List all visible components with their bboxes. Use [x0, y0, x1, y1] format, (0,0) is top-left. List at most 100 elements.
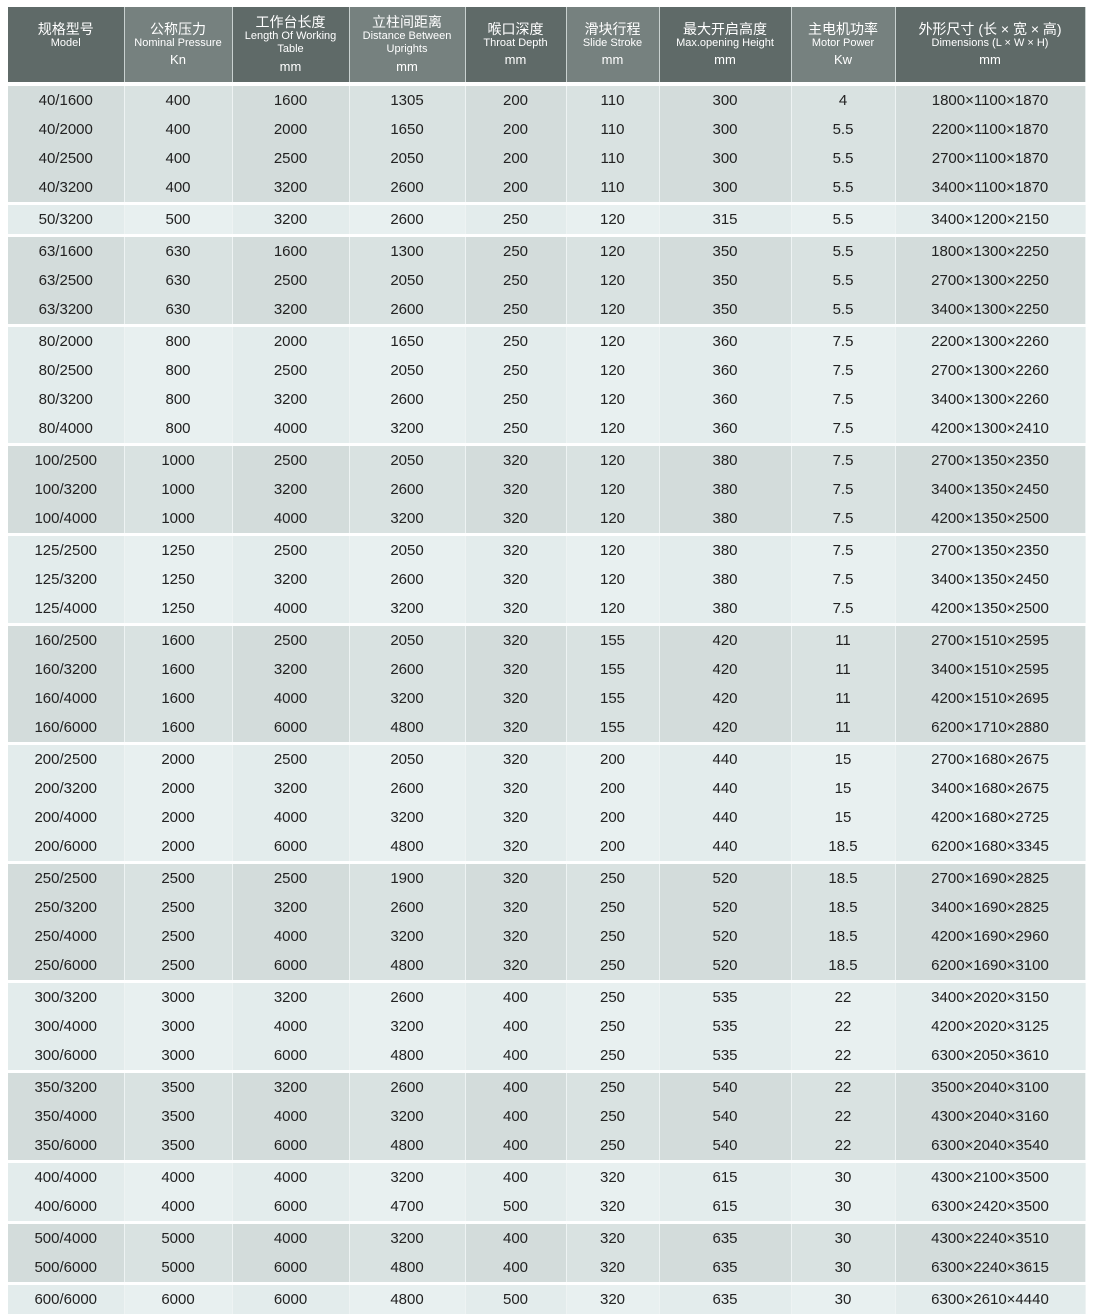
cell-dimensions: 3400×1300×2260: [895, 385, 1085, 414]
cell-motor-power: 30: [791, 1284, 895, 1314]
cell-model: 300/6000: [8, 1041, 124, 1072]
cell-nominal-pressure: 6000: [124, 1284, 232, 1314]
cell-slide-stroke: 120: [566, 414, 659, 445]
cell-slide-stroke: 250: [566, 922, 659, 951]
cell-slide-stroke: 110: [566, 115, 659, 144]
cell-model: 125/4000: [8, 594, 124, 625]
cell-working-table-length: 3200: [232, 385, 349, 414]
cell-slide-stroke: 250: [566, 1041, 659, 1072]
cell-dimensions: 6200×1690×3100: [895, 951, 1085, 982]
cell-dimensions: 3400×1300×2250: [895, 295, 1085, 326]
cell-throat-depth: 320: [465, 594, 566, 625]
cell-nominal-pressure: 2500: [124, 893, 232, 922]
cell-slide-stroke: 120: [566, 535, 659, 566]
cell-throat-depth: 320: [465, 951, 566, 982]
cell-motor-power: 22: [791, 1131, 895, 1162]
cell-slide-stroke: 250: [566, 951, 659, 982]
header-cn-label: 滑块行程: [567, 21, 659, 37]
cell-model: 80/2500: [8, 356, 124, 385]
cell-working-table-length: 6000: [232, 951, 349, 982]
cell-throat-depth: 200: [465, 84, 566, 115]
cell-motor-power: 7.5: [791, 565, 895, 594]
cell-nominal-pressure: 1600: [124, 684, 232, 713]
cell-slide-stroke: 320: [566, 1223, 659, 1254]
cell-dimensions: 2700×1100×1870: [895, 144, 1085, 173]
cell-dimensions: 6300×2420×3500: [895, 1192, 1085, 1223]
cell-distance-between-uprights: 1650: [349, 115, 465, 144]
cell-throat-depth: 320: [465, 684, 566, 713]
cell-slide-stroke: 320: [566, 1253, 659, 1284]
cell-throat-depth: 250: [465, 326, 566, 357]
cell-throat-depth: 320: [465, 504, 566, 535]
header-unit-label: Kn: [125, 53, 232, 68]
cell-max-opening-height: 300: [659, 115, 791, 144]
cell-dimensions: 3400×1350×2450: [895, 475, 1085, 504]
cell-motor-power: 7.5: [791, 504, 895, 535]
cell-throat-depth: 400: [465, 1131, 566, 1162]
header-cn-label: 公称压力: [125, 21, 232, 37]
cell-model: 80/4000: [8, 414, 124, 445]
cell-motor-power: 5.5: [791, 295, 895, 326]
cell-nominal-pressure: 400: [124, 173, 232, 204]
cell-working-table-length: 2500: [232, 356, 349, 385]
cell-nominal-pressure: 400: [124, 144, 232, 173]
cell-dimensions: 6200×1710×2880: [895, 713, 1085, 744]
cell-motor-power: 18.5: [791, 863, 895, 894]
cell-motor-power: 22: [791, 982, 895, 1013]
cell-slide-stroke: 250: [566, 1131, 659, 1162]
cell-distance-between-uprights: 2600: [349, 475, 465, 504]
cell-slide-stroke: 120: [566, 504, 659, 535]
cell-slide-stroke: 120: [566, 266, 659, 295]
cell-model: 600/6000: [8, 1284, 124, 1314]
cell-distance-between-uprights: 2050: [349, 445, 465, 476]
cell-motor-power: 5.5: [791, 173, 895, 204]
header-en-label: Model: [8, 37, 124, 50]
cell-max-opening-height: 380: [659, 594, 791, 625]
cell-nominal-pressure: 800: [124, 356, 232, 385]
cell-slide-stroke: 320: [566, 1284, 659, 1314]
header-unit-label: mm: [660, 53, 791, 68]
cell-slide-stroke: 250: [566, 1102, 659, 1131]
cell-slide-stroke: 120: [566, 356, 659, 385]
cell-throat-depth: 400: [465, 1072, 566, 1103]
cell-throat-depth: 400: [465, 1253, 566, 1284]
cell-dimensions: 6300×2040×3540: [895, 1131, 1085, 1162]
cell-distance-between-uprights: 3200: [349, 922, 465, 951]
cell-slide-stroke: 250: [566, 982, 659, 1013]
cell-max-opening-height: 520: [659, 922, 791, 951]
cell-dimensions: 2700×1510×2595: [895, 625, 1085, 656]
cell-max-opening-height: 440: [659, 774, 791, 803]
cell-max-opening-height: 420: [659, 625, 791, 656]
cell-working-table-length: 4000: [232, 414, 349, 445]
cell-model: 400/4000: [8, 1162, 124, 1193]
header-cn-label: 喉口深度: [466, 21, 566, 37]
cell-max-opening-height: 520: [659, 893, 791, 922]
cell-throat-depth: 320: [465, 774, 566, 803]
cell-nominal-pressure: 1250: [124, 565, 232, 594]
cell-distance-between-uprights: 3200: [349, 803, 465, 832]
cell-model: 125/2500: [8, 535, 124, 566]
cell-throat-depth: 320: [465, 893, 566, 922]
cell-nominal-pressure: 2500: [124, 922, 232, 951]
cell-distance-between-uprights: 2600: [349, 204, 465, 236]
cell-motor-power: 5.5: [791, 144, 895, 173]
cell-dimensions: 3400×1200×2150: [895, 204, 1085, 236]
cell-dimensions: 6300×2050×3610: [895, 1041, 1085, 1072]
cell-dimensions: 6300×2610×4440: [895, 1284, 1085, 1314]
cell-working-table-length: 1600: [232, 236, 349, 267]
